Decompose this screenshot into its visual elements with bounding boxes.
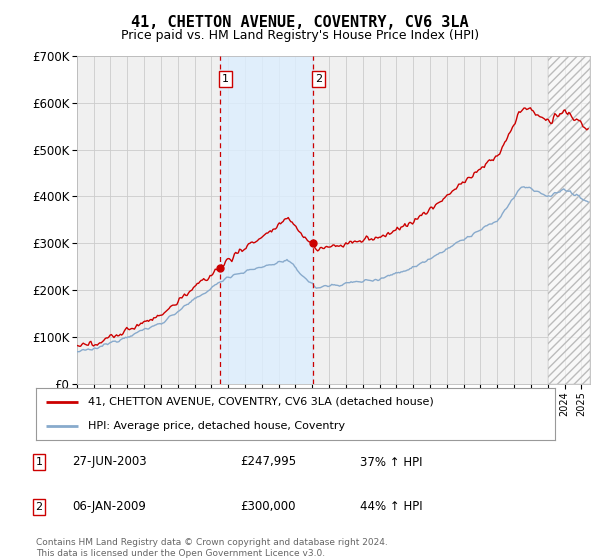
Text: 44% ↑ HPI: 44% ↑ HPI xyxy=(360,500,422,514)
Bar xyxy=(548,56,590,384)
Text: 41, CHETTON AVENUE, COVENTRY, CV6 3LA: 41, CHETTON AVENUE, COVENTRY, CV6 3LA xyxy=(131,15,469,30)
Text: 2: 2 xyxy=(315,74,322,84)
Text: Price paid vs. HM Land Registry's House Price Index (HPI): Price paid vs. HM Land Registry's House … xyxy=(121,29,479,42)
Text: 37% ↑ HPI: 37% ↑ HPI xyxy=(360,455,422,469)
Bar xyxy=(220,56,313,384)
Text: HPI: Average price, detached house, Coventry: HPI: Average price, detached house, Cove… xyxy=(88,421,345,431)
Bar xyxy=(548,56,590,384)
Text: 1: 1 xyxy=(222,74,229,84)
Text: 2: 2 xyxy=(35,502,43,512)
Text: 41, CHETTON AVENUE, COVENTRY, CV6 3LA (detached house): 41, CHETTON AVENUE, COVENTRY, CV6 3LA (d… xyxy=(88,397,434,407)
Text: £247,995: £247,995 xyxy=(240,455,296,469)
Text: 06-JAN-2009: 06-JAN-2009 xyxy=(72,500,146,514)
Text: 27-JUN-2003: 27-JUN-2003 xyxy=(72,455,146,469)
Text: £300,000: £300,000 xyxy=(240,500,296,514)
Text: 1: 1 xyxy=(35,457,43,467)
Text: Contains HM Land Registry data © Crown copyright and database right 2024.
This d: Contains HM Land Registry data © Crown c… xyxy=(36,538,388,558)
